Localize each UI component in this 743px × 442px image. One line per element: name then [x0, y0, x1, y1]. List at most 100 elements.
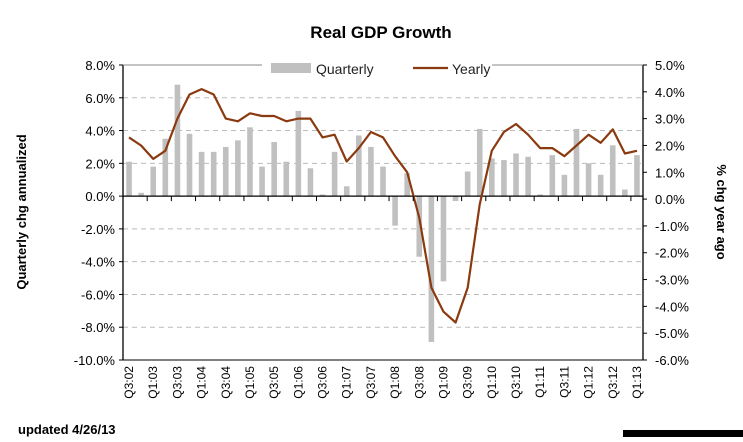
- left-tick-label: 8.0%: [85, 58, 115, 73]
- x-tick-label: Q1:06: [291, 366, 305, 399]
- updated-note: updated 4/26/13: [18, 422, 116, 437]
- bar-Q2:03: [162, 138, 169, 197]
- bar-Q1:10: [489, 158, 495, 197]
- x-tick-label: Q1:03: [146, 366, 160, 399]
- x-tick-label: Q3:08: [412, 366, 426, 399]
- bar-Q1:13: [634, 155, 640, 197]
- right-tick-label: 5.0%: [655, 58, 685, 73]
- x-tick-label: Q1:08: [388, 366, 402, 399]
- right-tick-label: -6.0%: [655, 353, 689, 368]
- bar-Q1:08: [392, 196, 398, 226]
- x-axis-ticks: Q3:02 Q1:03 Q3:03 Q1:04 Q3:04 Q1:05 Q3:05 Q1:06…: [122, 196, 644, 399]
- left-tick-label: 4.0%: [85, 124, 115, 139]
- bar-Q2:08: [404, 173, 410, 197]
- bar-Q3:04: [222, 146, 229, 197]
- left-tick-label: -2.0%: [81, 222, 115, 237]
- bar-Q4:12: [622, 189, 628, 197]
- right-axis-ticks: 5.0% 4.0% 3.0% 2.0% 1.0% 0.0% -1.0% -2.0% -3.0% -…: [643, 58, 689, 368]
- right-tick-label: -1.0%: [655, 219, 689, 234]
- left-axis-label: Quarterly chg annualized: [14, 134, 29, 289]
- x-tick-label: Q1:10: [485, 366, 499, 399]
- right-tick-label: 4.0%: [655, 85, 685, 100]
- right-tick-label: 2.0%: [655, 138, 685, 153]
- bar-Q3:06: [319, 194, 326, 197]
- bar-Q4:10: [525, 156, 531, 197]
- left-tick-label: 0.0%: [85, 189, 115, 204]
- bar-Q4:08: [428, 196, 435, 342]
- left-tick-label: -10.0%: [74, 353, 116, 368]
- source-logo: [623, 430, 743, 440]
- x-tick-label: Q1:12: [582, 366, 596, 399]
- bar-Q3:09: [464, 171, 471, 197]
- x-tick-label: Q3:12: [606, 366, 620, 399]
- bar-Q3:08: [416, 196, 423, 257]
- left-tick-label: -4.0%: [81, 255, 115, 270]
- legend-swatch-quarterly: [271, 63, 311, 73]
- bar-Q4:11: [573, 128, 580, 197]
- bar-Q4:03: [186, 133, 193, 197]
- legend-label-quarterly: Quarterly: [316, 61, 374, 77]
- legend: Quarterly Yearly: [262, 58, 492, 77]
- x-tick-label: Q3:11: [557, 366, 571, 398]
- chart-title: Real GDP Growth: [310, 23, 451, 42]
- bar-Q3:03: [174, 84, 181, 197]
- x-tick-label: Q3:10: [509, 366, 523, 399]
- bar-Q4:04: [235, 140, 241, 197]
- right-axis-label: % chg year ago: [714, 164, 729, 259]
- x-tick-label: Q3:03: [170, 366, 184, 399]
- x-tick-label: Q3:07: [364, 366, 378, 399]
- bar-Q3:07: [368, 146, 374, 197]
- bar-Q1:07: [343, 186, 350, 197]
- bar-Q3:11: [561, 174, 568, 197]
- bar-Q1:12: [585, 163, 592, 197]
- bar-Q4:02: [138, 192, 144, 197]
- bar-Q1:11: [537, 194, 544, 197]
- quarterly-bars: [126, 84, 640, 342]
- bar-Q2:12: [597, 174, 604, 197]
- bar-Q1:03: [150, 166, 157, 197]
- right-tick-label: 0.0%: [655, 192, 685, 207]
- x-tick-label: Q1:07: [340, 366, 354, 399]
- bar-Q3:02: [126, 161, 132, 197]
- x-tick-label: Q3:09: [461, 366, 475, 399]
- bar-Q3:12: [609, 145, 616, 197]
- left-axis-ticks: 8.0% 6.0% 4.0% 2.0% 0.0% -2.0% -4.0% -6.0% -8.0%…: [74, 58, 123, 368]
- bar-Q3:10: [513, 153, 519, 197]
- left-tick-label: -6.0%: [81, 287, 115, 302]
- left-tick-label: 2.0%: [85, 156, 115, 171]
- bar-Q1:09: [440, 196, 447, 282]
- bar-Q4:07: [380, 166, 386, 197]
- legend-label-yearly: Yearly: [452, 61, 490, 77]
- x-tick-label: Q1:13: [630, 366, 644, 399]
- right-tick-label: -3.0%: [655, 273, 689, 288]
- x-tick-label: Q3:05: [267, 366, 281, 399]
- bar-Q2:09: [452, 196, 459, 202]
- x-tick-label: Q3:02: [122, 366, 136, 399]
- right-tick-label: -4.0%: [655, 299, 689, 314]
- left-tick-label: -8.0%: [81, 320, 115, 335]
- x-tick-label: Q3:06: [316, 366, 330, 399]
- bar-Q2:11: [549, 155, 556, 197]
- bar-Q1:05: [247, 127, 253, 197]
- right-tick-label: -5.0%: [655, 326, 689, 341]
- x-tick-label: Q1:09: [436, 366, 450, 399]
- bar-Q2:10: [501, 160, 507, 197]
- left-tick-label: 6.0%: [85, 91, 115, 106]
- x-tick-label: Q1:04: [195, 366, 209, 399]
- bar-Q1:06: [295, 110, 302, 197]
- x-tick-label: Q1:11: [533, 366, 547, 398]
- bar-Q2:04: [210, 151, 217, 197]
- bar-Q2:07: [356, 135, 362, 197]
- bar-Q4:05: [283, 161, 290, 197]
- axes: [122, 64, 644, 361]
- right-tick-label: 1.0%: [655, 165, 685, 180]
- yearly-line: [128, 88, 638, 324]
- x-tick-label: Q1:05: [243, 366, 257, 399]
- bar-Q4:09: [476, 128, 483, 197]
- bar-Q1:04: [198, 151, 205, 197]
- bar-Q4:06: [331, 151, 338, 197]
- right-tick-label: -2.0%: [655, 246, 689, 261]
- x-tick-label: Q3:04: [219, 366, 233, 399]
- bar-Q3:05: [271, 142, 277, 197]
